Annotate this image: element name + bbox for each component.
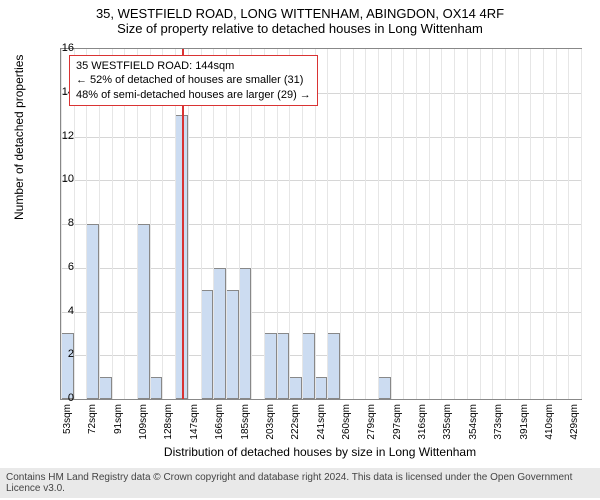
histogram-bar [150,377,163,399]
x-tick-label: 260sqm [341,404,352,444]
x-tick-label: 185sqm [240,404,251,444]
y-tick-label: 8 [44,217,74,229]
histogram-bar [226,290,239,399]
y-tick-label: 12 [44,130,74,142]
annot-line1: 35 WESTFIELD ROAD: 144sqm [76,59,311,73]
x-tick-label: 335sqm [442,404,453,444]
histogram-bar [201,290,214,399]
x-tick-label: 91sqm [113,404,124,444]
x-tick-label: 354sqm [468,404,479,444]
histogram-bar [61,333,74,399]
x-tick-label: 279sqm [366,404,377,444]
x-tick-label: 316sqm [417,404,428,444]
x-tick-label: 373sqm [493,404,504,444]
x-tick-label: 410sqm [544,404,555,444]
x-tick-label: 72sqm [87,404,98,444]
histogram-bar [302,333,315,399]
x-tick-label: 53sqm [62,404,73,444]
y-tick-label: 16 [44,42,74,54]
chart-title-sub: Size of property relative to detached ho… [0,21,600,36]
histogram-bar [99,377,112,399]
x-tick-label: 203sqm [265,404,276,444]
histogram-bar [137,224,150,399]
x-axis-label: Distribution of detached houses by size … [60,445,580,459]
annot-line2: ← 52% of detached of houses are smaller … [76,73,311,87]
histogram-bar [289,377,302,399]
annotation-box: 35 WESTFIELD ROAD: 144sqm← 52% of detach… [69,55,318,106]
x-tick-label: 109sqm [138,404,149,444]
y-axis-label: Number of detached properties [12,55,26,220]
x-tick-label: 429sqm [569,404,580,444]
x-tick-label: 128sqm [163,404,174,444]
histogram-bar [239,268,252,399]
y-tick-label: 6 [44,261,74,273]
histogram-bar [264,333,277,399]
x-tick-label: 391sqm [519,404,530,444]
x-tick-label: 147sqm [189,404,200,444]
histogram-chart: 35 WESTFIELD ROAD: 144sqm← 52% of detach… [60,48,582,400]
y-tick-label: 10 [44,173,74,185]
histogram-bar [327,333,340,399]
histogram-bar [315,377,328,399]
annot-line3: 48% of semi-detached houses are larger (… [76,88,311,102]
x-tick-label: 241sqm [316,404,327,444]
y-tick-label: 4 [44,305,74,317]
histogram-bar [378,377,391,399]
histogram-bar [213,268,226,399]
footer-attribution: Contains HM Land Registry data © Crown c… [0,468,600,498]
x-tick-label: 297sqm [392,404,403,444]
chart-title-main: 35, WESTFIELD ROAD, LONG WITTENHAM, ABIN… [0,6,600,21]
x-tick-label: 222sqm [290,404,301,444]
histogram-bar [277,333,290,399]
y-tick-label: 0 [44,392,74,404]
histogram-bar [86,224,99,399]
histogram-bar [175,115,188,399]
y-tick-label: 2 [44,348,74,360]
x-tick-label: 166sqm [214,404,225,444]
